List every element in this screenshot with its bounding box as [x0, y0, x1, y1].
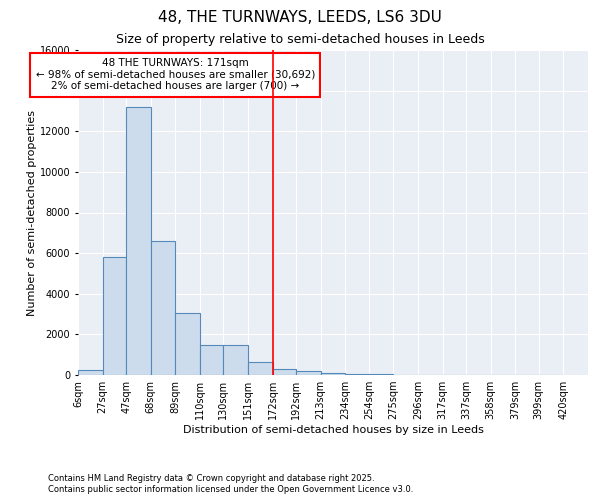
Bar [369, 374, 394, 375]
X-axis label: Distribution of semi-detached houses by size in Leeds: Distribution of semi-detached houses by … [182, 425, 484, 435]
Text: 48, THE TURNWAYS, LEEDS, LS6 3DU: 48, THE TURNWAYS, LEEDS, LS6 3DU [158, 10, 442, 25]
Bar [151, 241, 175, 375]
Bar [272, 369, 296, 375]
Bar [223, 344, 248, 375]
Bar [175, 313, 200, 375]
Bar [200, 344, 223, 375]
Text: Contains public sector information licensed under the Open Government Licence v3: Contains public sector information licen… [48, 486, 413, 494]
Text: Size of property relative to semi-detached houses in Leeds: Size of property relative to semi-detach… [116, 32, 484, 46]
Bar [248, 362, 272, 375]
Bar [320, 373, 346, 375]
Bar [103, 257, 126, 375]
Text: Contains HM Land Registry data © Crown copyright and database right 2025.: Contains HM Land Registry data © Crown c… [48, 474, 374, 483]
Bar [296, 371, 320, 375]
Y-axis label: Number of semi-detached properties: Number of semi-detached properties [27, 110, 37, 316]
Bar [346, 374, 369, 375]
Bar [78, 370, 103, 375]
Text: 48 THE TURNWAYS: 171sqm
← 98% of semi-detached houses are smaller (30,692)
2% of: 48 THE TURNWAYS: 171sqm ← 98% of semi-de… [35, 58, 315, 92]
Bar [126, 107, 151, 375]
